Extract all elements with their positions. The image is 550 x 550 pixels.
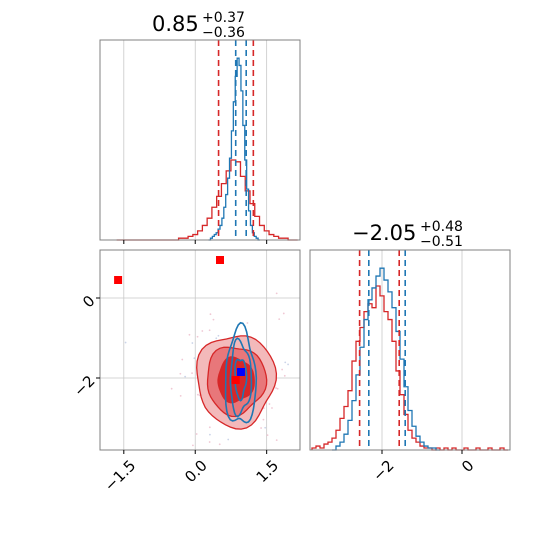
axes-frame [99, 249, 301, 451]
histogram-series-1 [332, 267, 440, 451]
axes-frame [309, 249, 511, 451]
sample-point [217, 334, 220, 337]
sample-point [179, 394, 182, 397]
blue-contour-level-2 [224, 321, 258, 424]
sample-point [193, 357, 196, 360]
sample-point [282, 312, 285, 315]
sample-point [212, 318, 215, 321]
sample-point [227, 510, 229, 512]
sample-point [208, 426, 211, 429]
sample-point [215, 337, 218, 340]
sample-point [275, 439, 278, 442]
sample-point [262, 418, 265, 421]
marker-2 [236, 368, 245, 376]
y-tick-label: 0 [79, 292, 98, 311]
sample-point [275, 387, 277, 389]
marker-3 [231, 376, 240, 384]
sample-point [195, 433, 198, 435]
histogram-title-plus: +0.48 [420, 219, 463, 235]
histogram-series-1 [208, 57, 260, 241]
sample-point [264, 426, 267, 429]
sample-point [196, 335, 199, 338]
y-tick-label: −2 [70, 372, 98, 400]
marker-0 [114, 276, 123, 284]
sample-point [170, 387, 173, 390]
sample-point [266, 434, 269, 436]
sample-point [284, 361, 287, 364]
histogram-series-0 [311, 285, 508, 451]
sample-point [276, 387, 279, 390]
sample-point [287, 363, 289, 366]
sample-point [181, 358, 184, 361]
sample-point [281, 368, 284, 371]
sample-point [260, 427, 262, 429]
sample-point [124, 341, 127, 344]
x-tick-label: 1.5 [253, 456, 283, 486]
sample-point [227, 438, 230, 441]
sample-point [201, 330, 204, 332]
sample-point [209, 313, 212, 316]
sample-point [196, 393, 199, 396]
histogram-title-value: 0.85 [152, 12, 199, 36]
histogram-title-value: −2.05 [352, 221, 416, 245]
sample-point [226, 459, 228, 461]
sample-point [283, 374, 286, 377]
histogram-title-minus: −0.36 [202, 25, 245, 41]
sample-point [208, 329, 211, 332]
sample-point [191, 444, 194, 447]
sample-point [208, 441, 211, 443]
x-tick-label: 0.0 [181, 456, 211, 486]
contour-panel: −1.5 0.0 1.5 0 −2 [70, 249, 324, 512]
sample-point [275, 292, 278, 295]
histogram-title-plus: +0.37 [202, 10, 245, 26]
blue-contour-level-1 [229, 337, 253, 418]
x-tick-label: 0 [458, 456, 477, 475]
sample-point [322, 379, 324, 381]
sample-point [179, 372, 182, 375]
x-tick-label: −1.5 [101, 456, 139, 494]
sample-point [191, 342, 194, 344]
histogram-panel-param-1: −2 0 −2.05 +0.48 −0.51 [309, 219, 511, 485]
histogram-panel-param-0: 0.85 +0.37 −0.36 [99, 10, 301, 244]
sample-point [246, 322, 249, 324]
sample-point [209, 433, 211, 436]
sample-point [271, 407, 273, 409]
sample-point [188, 333, 191, 336]
x-tick-label: −2 [369, 456, 397, 484]
marker-1 [216, 256, 224, 264]
axes-frame [99, 39, 301, 241]
sample-point [218, 443, 221, 446]
histogram-title-minus: −0.51 [420, 234, 463, 250]
sample-point [191, 372, 193, 375]
histogram-series-0 [116, 159, 298, 241]
sample-point [268, 403, 271, 405]
sample-point [184, 375, 187, 378]
sample-point [278, 318, 281, 321]
